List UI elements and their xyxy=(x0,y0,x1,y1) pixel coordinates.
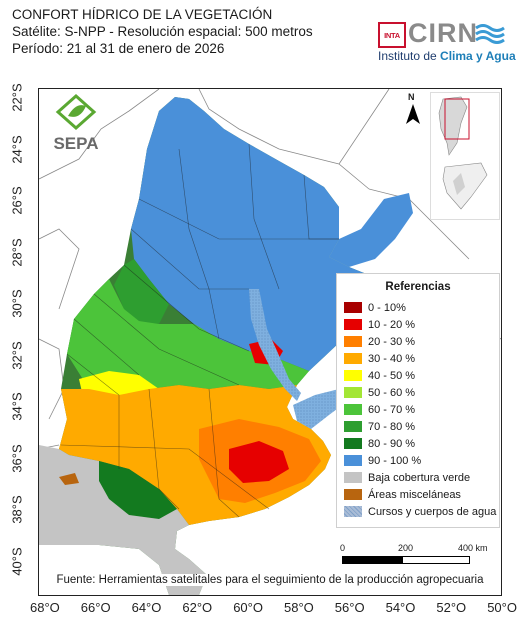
legend-label: 20 - 30 % xyxy=(368,335,416,348)
source-note: Fuente: Herramientas satelitales para el… xyxy=(42,574,498,586)
legend-label: Baja cobertura verde xyxy=(368,471,471,484)
region-northeast-blue xyxy=(131,97,391,371)
latitude-tick-label: 34°S xyxy=(9,392,25,421)
satellite-info: Satélite: S-NPP - Resolución espacial: 5… xyxy=(12,24,313,39)
cirn-logo: INTA CIRN Instituto de Clima y Agua xyxy=(374,18,516,68)
legend-swatch xyxy=(344,489,362,500)
period-info: Período: 21 al 31 de enero de 2026 xyxy=(12,41,225,56)
scale-segment-dark xyxy=(342,556,404,564)
latitude-tick-label: 28°S xyxy=(9,237,25,267)
legend-item: 0 - 10% xyxy=(337,299,499,316)
legend-label: 30 - 40 % xyxy=(368,352,416,365)
legend-label: 0 - 10% xyxy=(368,301,406,314)
north-label: N xyxy=(408,92,415,102)
region-west-green xyxy=(99,461,177,519)
latitude-tick-label: 30°S xyxy=(9,289,25,318)
legend-label: Cursos y cuerpos de agua xyxy=(368,505,497,518)
region-misc-areas xyxy=(59,473,79,485)
region-center-green xyxy=(67,279,309,395)
legend-swatch xyxy=(344,302,362,313)
legend-item: Cursos y cuerpos de agua xyxy=(337,503,499,520)
latitude-tick-label: 40°S xyxy=(9,546,25,576)
legend-item: 40 - 50 % xyxy=(337,367,499,384)
legend-item: Áreas misceláneas xyxy=(337,486,499,503)
legend-swatch xyxy=(344,506,362,517)
map-title: CONFORT HÍDRICO DE LA VEGETACIÓN xyxy=(12,7,273,22)
legend-label: 10 - 20 % xyxy=(368,318,416,331)
sepa-logo: SEPA xyxy=(46,92,106,158)
scale-label-200: 200 xyxy=(398,543,414,553)
legend-label: 80 - 90 % xyxy=(368,437,416,450)
latitude-tick-label: 22°S xyxy=(9,83,25,112)
legend-swatch xyxy=(344,370,362,381)
legend-swatch xyxy=(344,336,362,347)
institute-name: Instituto de Clima y Agua xyxy=(378,49,516,63)
longitude-tick-label: 54°O xyxy=(385,600,416,615)
province-borders xyxy=(60,143,339,518)
legend-swatch xyxy=(344,319,362,330)
legend-swatch xyxy=(344,438,362,449)
region-red-patch xyxy=(229,441,289,483)
map-frame xyxy=(38,88,502,596)
region-patagonia-gray xyxy=(39,445,207,595)
scale-label-0: 0 xyxy=(340,543,346,553)
sepa-leaf-icon xyxy=(55,93,97,131)
region-misiones-blue xyxy=(329,193,413,267)
longitude-tick-label: 50°O xyxy=(487,600,517,615)
location-inset xyxy=(430,92,500,220)
latitude-tick-label: 36°S xyxy=(9,443,25,473)
argentina-inset-map xyxy=(438,96,488,210)
legend-item: 30 - 40 % xyxy=(337,350,499,367)
longitude-tick-label: 60°O xyxy=(233,600,263,615)
inta-logo: INTA xyxy=(378,22,406,48)
river-parana xyxy=(249,289,301,401)
legend-swatch xyxy=(344,387,362,398)
legend-item: 60 - 70 % xyxy=(337,401,499,418)
scale-label-400: 400 km xyxy=(458,543,488,553)
legend-title: Referencias xyxy=(385,281,451,293)
north-arrow: N xyxy=(402,92,424,126)
legend-item: 70 - 80 % xyxy=(337,418,499,435)
longitude-tick-label: 64°O xyxy=(131,600,162,615)
map-header: CONFORT HÍDRICO DE LA VEGETACIÓN Satélit… xyxy=(12,6,342,57)
legend-item: 80 - 90 % xyxy=(337,435,499,452)
legend-item: Baja cobertura verde xyxy=(337,469,499,486)
latitude-tick-label: 38°S xyxy=(9,495,25,524)
longitude-tick-label: 52°O xyxy=(436,600,467,615)
region-north-green xyxy=(114,259,169,324)
legend-item: 90 - 100 % xyxy=(337,452,499,469)
legend-swatch xyxy=(344,404,362,415)
legend-label: 90 - 100 % xyxy=(368,454,422,467)
longitude-tick-label: 68°O xyxy=(30,600,60,615)
north-arrow-icon xyxy=(406,104,420,124)
latitude-tick-label: 32°S xyxy=(9,340,25,370)
longitude-tick-label: 56°O xyxy=(334,600,365,615)
legend-label: 60 - 70 % xyxy=(368,403,416,416)
legend-label: 50 - 60 % xyxy=(368,386,416,399)
waves-icon xyxy=(475,24,505,44)
legend-label: Áreas misceláneas xyxy=(368,488,461,501)
vegetation-map xyxy=(39,89,501,595)
legend-label: 40 - 50 % xyxy=(368,369,416,382)
legend: Referencias 0 - 10% 10 - 20 % 20 - 30 % 30 … xyxy=(336,273,500,528)
legend-label: 70 - 80 % xyxy=(368,420,416,433)
legend-item: 10 - 20 % xyxy=(337,316,499,333)
legend-swatch xyxy=(344,353,362,364)
scale-segment-light xyxy=(402,556,470,564)
rio-de-la-plata xyxy=(293,389,345,429)
legend-item: 20 - 30 % xyxy=(337,333,499,350)
longitude-tick-label: 58°O xyxy=(284,600,314,615)
longitude-tick-label: 62°O xyxy=(182,600,213,615)
legend-swatch xyxy=(344,421,362,432)
cirn-wordmark: CIRN xyxy=(408,18,478,48)
latitude-tick-label: 24°S xyxy=(9,134,25,164)
legend-item: 50 - 60 % xyxy=(337,384,499,401)
legend-swatch xyxy=(344,455,362,466)
latitude-tick-label: 26°S xyxy=(9,186,25,215)
longitude-tick-label: 66°O xyxy=(80,600,111,615)
scale-bar: 0 200 400 km xyxy=(336,543,496,573)
legend-rows: 0 - 10% 10 - 20 % 20 - 30 % 30 - 40 % 40 - 5… xyxy=(337,299,499,520)
legend-swatch xyxy=(344,472,362,483)
